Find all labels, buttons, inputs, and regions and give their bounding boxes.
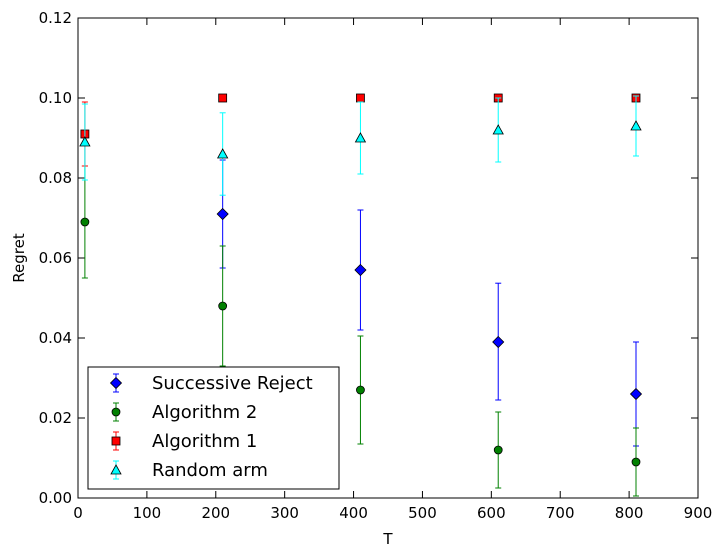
- legend-marker-successive-reject: [109, 376, 123, 390]
- y-tick-label: 0.04: [39, 329, 72, 347]
- point-algorithm-1: [356, 93, 365, 103]
- point-successive-reject: [629, 387, 643, 401]
- x-tick-label: 300: [270, 504, 299, 522]
- point-algorithm-2: [493, 445, 503, 455]
- plot-frame: [77, 17, 699, 499]
- legend-marker-algorithm-2: [111, 407, 121, 417]
- x-tick-label: 200: [201, 504, 230, 522]
- axis-tick-labels: 0 100 200 300 400 500 600 700 800 900 0.00 0.02 0.04…: [39, 9, 713, 522]
- legend-box: [87, 366, 340, 490]
- y-tick-label: 0.00: [39, 489, 72, 507]
- legend: Successive Reject Algorithm 2 Algorithm 1 R…: [87, 366, 340, 490]
- x-axis-label: T: [382, 530, 393, 548]
- y-tick-label: 0.12: [39, 9, 72, 27]
- y-tick-label: 0.10: [39, 89, 72, 107]
- point-successive-reject: [216, 207, 229, 221]
- y-axis-label: Regret: [10, 233, 28, 283]
- point-random-arm: [354, 132, 367, 143]
- series-algorithm-2: [80, 165, 641, 497]
- point-random-arm: [216, 148, 229, 159]
- point-successive-reject: [354, 263, 367, 277]
- x-tick-label: 900: [684, 504, 713, 522]
- y-tick-label: 0.06: [39, 249, 72, 267]
- x-tick-label: 0: [73, 504, 83, 522]
- point-successive-reject: [492, 335, 505, 349]
- x-tick-label: 800: [615, 504, 644, 522]
- x-tick-label: 500: [408, 504, 437, 522]
- data-series: [79, 93, 643, 497]
- legend-marker-random-arm: [110, 464, 122, 475]
- legend-marker-algorithm-1: [111, 436, 121, 446]
- legend-label-successive-reject: Successive Reject: [152, 373, 313, 394]
- series-random-arm: [79, 95, 642, 196]
- point-algorithm-1: [218, 93, 228, 103]
- point-algorithm-2: [356, 385, 365, 395]
- legend-label-random-arm: Random arm: [152, 460, 268, 481]
- point-random-arm: [79, 136, 91, 147]
- legend-label-algorithm-1: Algorithm 1: [152, 431, 257, 452]
- x-tick-label: 700: [546, 504, 575, 522]
- series-successive-reject: [216, 159, 643, 447]
- x-tick-label: 100: [133, 504, 162, 522]
- x-tick-label: 400: [339, 504, 368, 522]
- y-tick-label: 0.02: [39, 409, 72, 427]
- point-algorithm-2: [218, 301, 228, 311]
- legend-label-algorithm-2: Algorithm 2: [152, 402, 257, 423]
- point-random-arm: [630, 120, 642, 131]
- point-algorithm-2: [80, 217, 90, 227]
- point-random-arm: [492, 124, 504, 135]
- point-algorithm-2: [631, 457, 641, 467]
- x-tick-label: 600: [477, 504, 506, 522]
- y-tick-label: 0.08: [39, 169, 72, 187]
